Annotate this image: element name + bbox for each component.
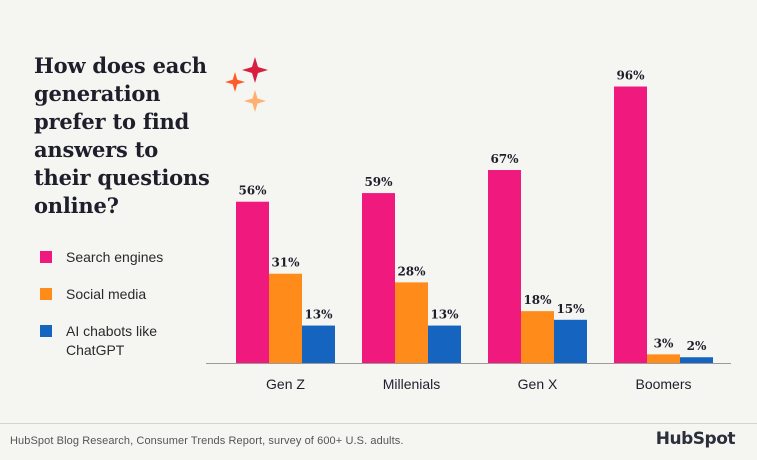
legend-swatch <box>40 288 52 300</box>
footer-divider <box>0 423 757 424</box>
sparkle-orange-icon <box>225 72 245 92</box>
data-label: 31% <box>271 256 300 270</box>
category-label: Boomers <box>635 376 691 392</box>
bar <box>680 357 713 363</box>
bar <box>428 325 461 363</box>
legend-item-social-media: Social media <box>40 285 240 304</box>
bar <box>236 201 269 363</box>
category-label: Gen Z <box>266 376 305 392</box>
bar-chart: 56% 31% 13% Gen Z 59% 28% 13% Millenials 67% 18% 1… <box>206 69 731 392</box>
bar <box>362 193 395 363</box>
legend-item-ai-chatbots: AI chabots like ChatGPT <box>40 322 240 360</box>
bar <box>614 86 647 364</box>
data-label: 56% <box>238 184 267 198</box>
data-label: 59% <box>364 175 393 189</box>
category-label: Gen X <box>518 376 558 392</box>
legend-label: Search engines <box>66 249 164 265</box>
sparkle-peach-icon <box>244 90 266 112</box>
data-label: 96% <box>616 69 645 83</box>
brand-logo: HubSpot <box>655 429 736 449</box>
data-label: 28% <box>397 264 426 278</box>
chart-title: How does each generation prefer to find … <box>34 53 210 218</box>
bar <box>647 354 680 363</box>
bar <box>521 311 554 363</box>
bar <box>269 273 302 363</box>
bar <box>488 170 521 363</box>
bar <box>554 319 587 363</box>
source-note: HubSpot Blog Research, Consumer Trends R… <box>10 435 404 447</box>
data-label: 13% <box>304 308 333 322</box>
data-label: 15% <box>556 302 585 316</box>
data-label: 18% <box>523 293 552 307</box>
legend-swatch <box>40 251 52 263</box>
legend-label: Social media <box>66 286 147 302</box>
bar <box>395 282 428 363</box>
data-label: 13% <box>430 308 459 322</box>
data-label: 2% <box>687 339 707 353</box>
legend-label: AI chabots like ChatGPT <box>66 323 158 358</box>
legend-item-search-engines: Search engines <box>40 248 240 267</box>
data-label: 67% <box>490 152 519 166</box>
sparkle-red-icon <box>242 57 268 83</box>
bar <box>302 325 335 363</box>
category-label: Millenials <box>383 376 441 392</box>
legend: Search engines Social media AI chabots l… <box>40 248 240 378</box>
data-label: 3% <box>654 336 674 350</box>
legend-swatch <box>40 325 52 337</box>
